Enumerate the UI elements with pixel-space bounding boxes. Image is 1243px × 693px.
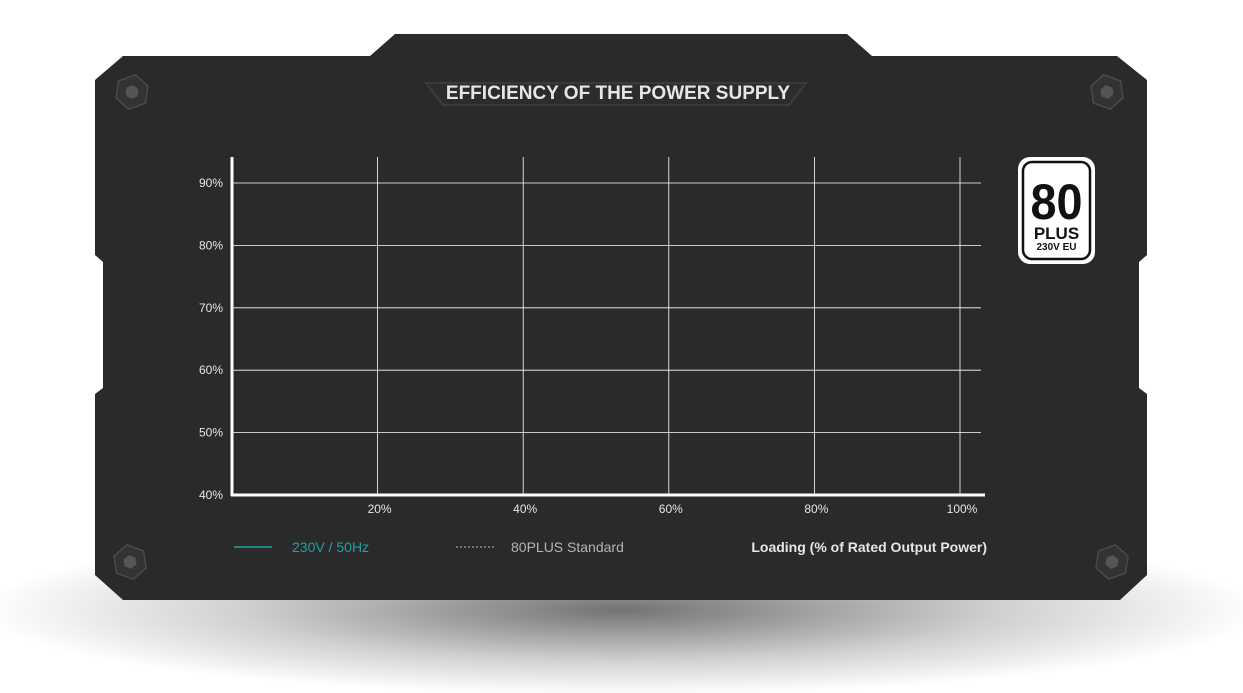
legend: 230V / 50Hz 80PLUS Standard <box>234 539 624 555</box>
x-tick-label: 100% <box>947 502 978 516</box>
y-tick-labels: 40% 50% 60% 70% 80% 90% <box>199 176 223 502</box>
chart-panel <box>95 34 1147 600</box>
chart-title: EFFICIENCY OF THE POWER SUPPLY <box>446 83 790 104</box>
corner-screw-icon <box>1095 543 1129 581</box>
x-tick-label: 20% <box>368 502 392 516</box>
title-plate-highlight <box>428 84 804 104</box>
y-tick-label: 80% <box>199 238 223 252</box>
y-tick-label: 70% <box>199 301 223 315</box>
badge-number: 80 <box>1031 174 1083 230</box>
corner-screw-icon <box>113 543 147 581</box>
x-tick-label: 40% <box>513 502 537 516</box>
chart-axes <box>230 157 985 497</box>
badge-region: 230V EU <box>1036 242 1076 253</box>
x-tick-label: 60% <box>659 502 683 516</box>
y-tick-label: 50% <box>199 426 223 440</box>
y-tick-label: 40% <box>199 488 223 502</box>
x-tick-label: 80% <box>804 502 828 516</box>
corner-screw-icon <box>115 73 149 111</box>
legend-label-230v: 230V / 50Hz <box>292 539 369 555</box>
80plus-badge: 80 PLUS 230V EU <box>1018 157 1095 264</box>
y-tick-label: 60% <box>199 363 223 377</box>
y-tick-label: 90% <box>199 176 223 190</box>
chart-grid <box>232 157 981 495</box>
corner-screw-icon <box>1090 73 1124 111</box>
x-axis-title: Loading (% of Rated Output Power) <box>751 539 987 555</box>
x-tick-labels: 20% 40% 60% 80% 100% <box>368 502 978 516</box>
legend-label-80plus: 80PLUS Standard <box>511 539 624 555</box>
badge-brand: PLUS <box>1034 224 1079 243</box>
